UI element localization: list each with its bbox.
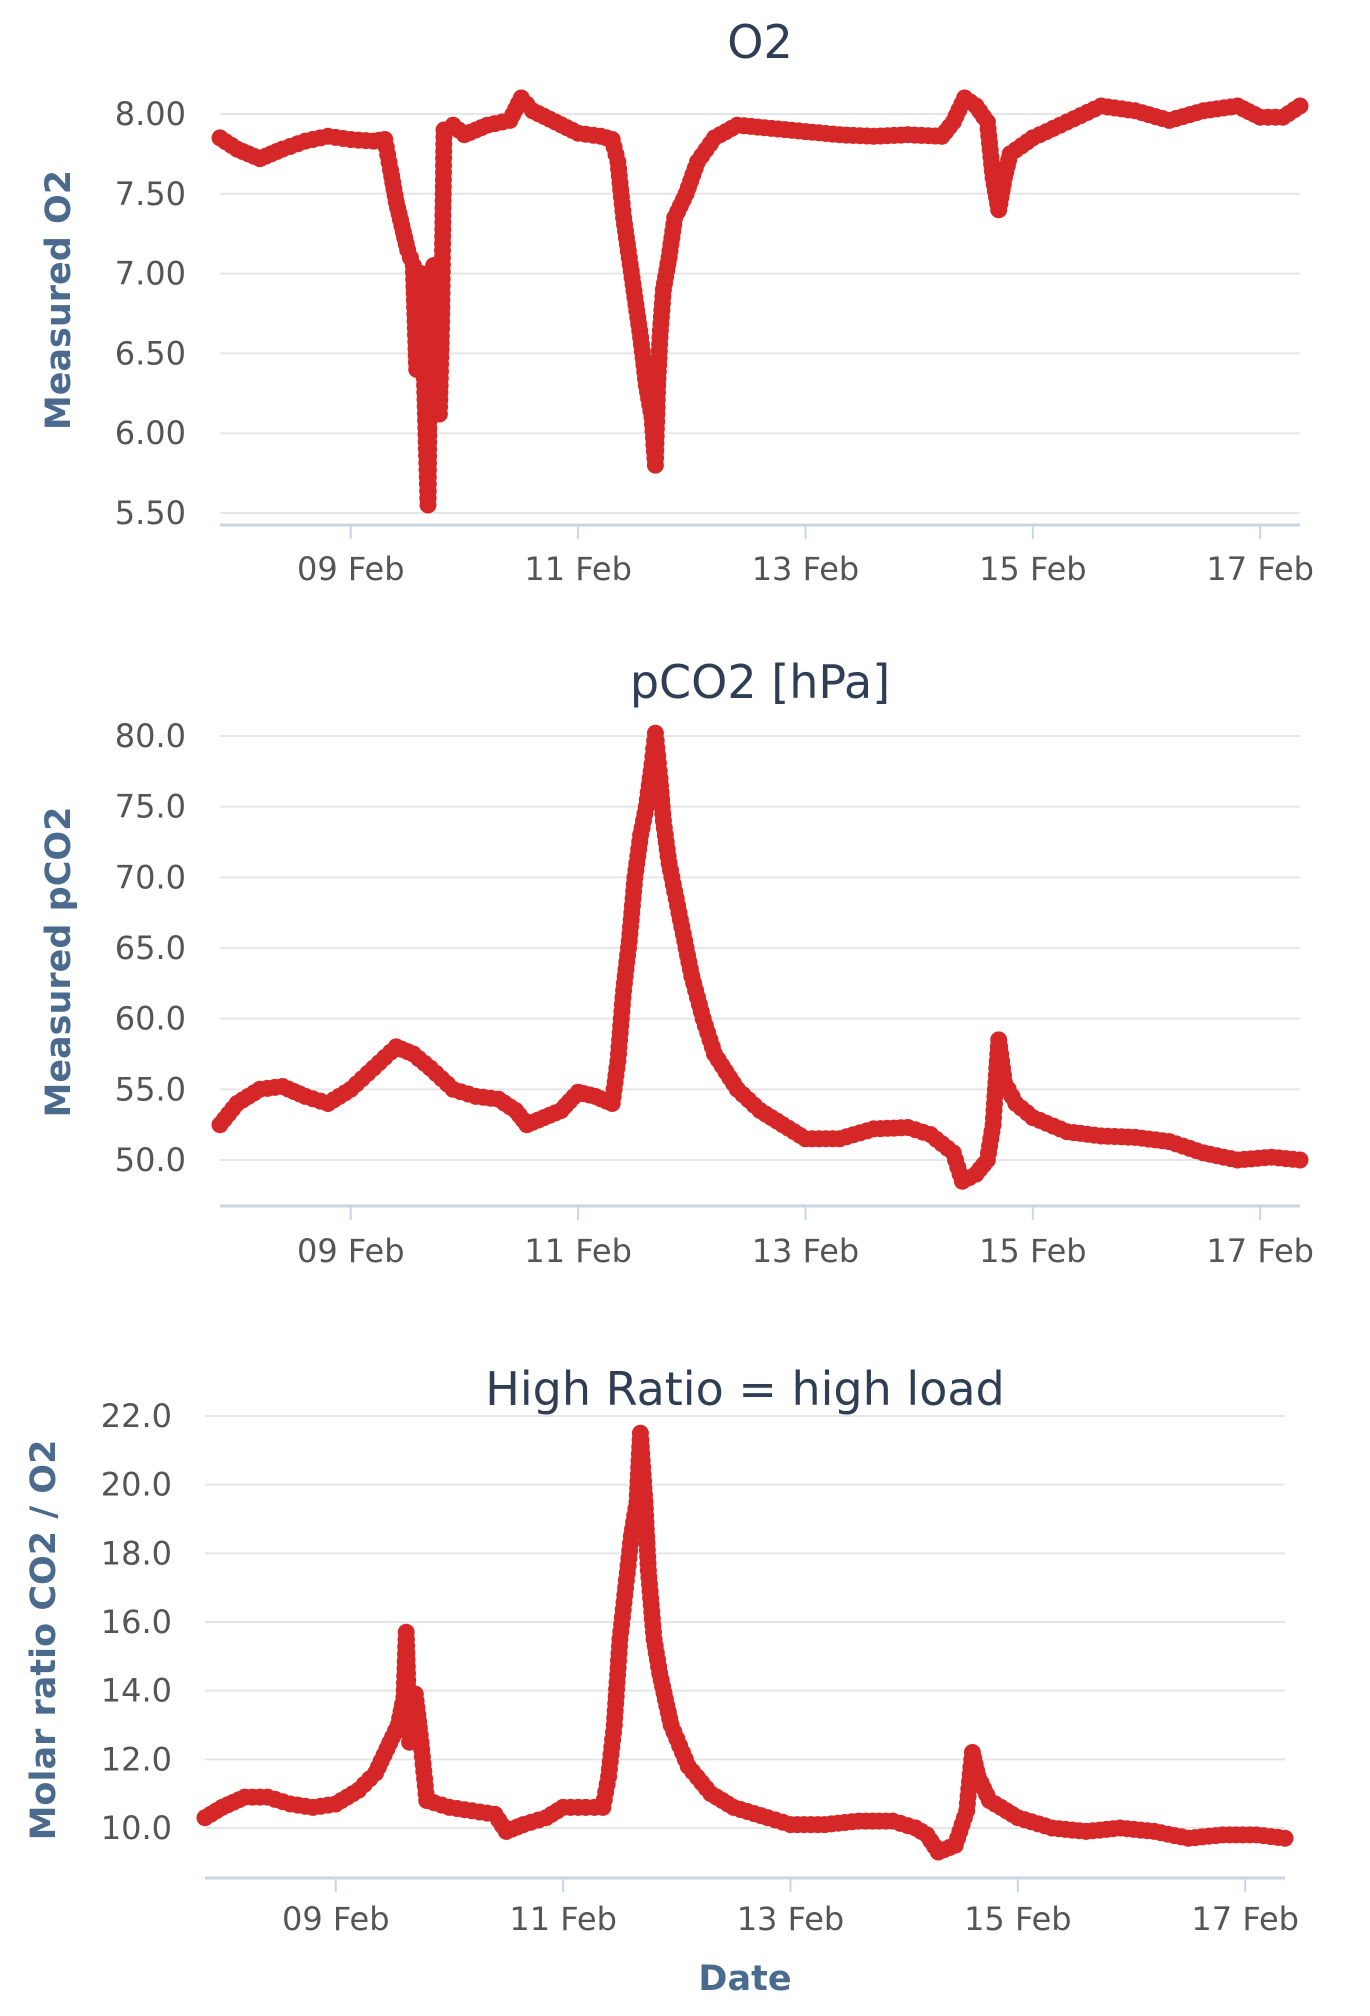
pco2-data-point bbox=[1291, 1151, 1309, 1169]
ratio-x-tick-label: 11 Feb bbox=[509, 1900, 617, 1938]
ratio-x-tick-label: 17 Feb bbox=[1191, 1900, 1299, 1938]
ratio-chart: High Ratio = high load Molar ratio CO2 /… bbox=[24, 1362, 1299, 1999]
o2-plot-area: 8.00 7.50 7.00 6.50 6.00 5.50 09 Feb 11 Feb 13 F… bbox=[115, 89, 1314, 588]
pco2-y-tick-label: 60.0 bbox=[115, 1000, 186, 1038]
ratio-plot-area: 22.0 20.0 18.0 16.0 14.0 12.0 10.0 09 Feb 11 Feb… bbox=[101, 1397, 1299, 1938]
o2-y-tick-label: 5.50 bbox=[115, 494, 186, 532]
o2-x-tick-label: 11 Feb bbox=[524, 550, 632, 588]
ratio-data-point bbox=[1276, 1829, 1294, 1847]
o2-data-point bbox=[1291, 97, 1309, 115]
o2-y-tick-label: 8.00 bbox=[115, 95, 186, 133]
o2-y-axis-label: Measured O2 bbox=[39, 170, 79, 430]
ratio-y-tick-label: 22.0 bbox=[101, 1397, 172, 1435]
o2-y-tick-label: 6.50 bbox=[115, 334, 186, 372]
pco2-y-tick-label: 80.0 bbox=[115, 717, 186, 755]
pco2-x-tick-label: 13 Feb bbox=[752, 1232, 860, 1270]
ratio-y-tick-label: 12.0 bbox=[101, 1740, 172, 1778]
pco2-x-tick-label: 11 Feb bbox=[524, 1232, 632, 1270]
pco2-x-tick-label: 09 Feb bbox=[297, 1232, 405, 1270]
pco2-y-tick-label: 55.0 bbox=[115, 1070, 186, 1108]
o2-y-tick-label: 6.00 bbox=[115, 414, 186, 452]
ratio-y-tick-label: 16.0 bbox=[101, 1603, 172, 1641]
ratio-y-tick-label: 10.0 bbox=[101, 1809, 172, 1847]
ratio-y-axis-label: Molar ratio CO2 / O2 bbox=[24, 1440, 64, 1841]
pco2-y-tick-label: 70.0 bbox=[115, 858, 186, 896]
ratio-x-axis-label: Date bbox=[698, 1959, 791, 1999]
o2-chart: O2 Measured O2 8.00 7.50 7.00 6.50 6.00 5.50 0… bbox=[39, 15, 1314, 588]
pco2-y-tick-label: 50.0 bbox=[115, 1141, 186, 1179]
ratio-x-tick-label: 09 Feb bbox=[282, 1900, 390, 1938]
o2-y-tick-label: 7.50 bbox=[115, 175, 186, 213]
o2-x-tick-label: 09 Feb bbox=[297, 550, 405, 588]
ratio-x-tick-label: 15 Feb bbox=[964, 1900, 1072, 1938]
o2-x-tick-label: 15 Feb bbox=[979, 550, 1087, 588]
pco2-plot-area: 80.0 75.0 70.0 65.0 60.0 55.0 50.0 09 Feb 11 Feb… bbox=[115, 717, 1314, 1270]
pco2-y-axis-label: Measured pCO2 bbox=[39, 806, 79, 1117]
pco2-y-tick-label: 65.0 bbox=[115, 929, 186, 967]
ratio-y-tick-label: 14.0 bbox=[101, 1672, 172, 1710]
o2-x-tick-label: 17 Feb bbox=[1206, 550, 1314, 588]
o2-x-tick-label: 13 Feb bbox=[752, 550, 860, 588]
pco2-y-tick-label: 75.0 bbox=[115, 788, 186, 826]
ratio-chart-title: High Ratio = high load bbox=[485, 1362, 1004, 1416]
ratio-x-tick-label: 13 Feb bbox=[737, 1900, 845, 1938]
ratio-y-tick-label: 18.0 bbox=[101, 1534, 172, 1572]
pco2-chart-title: pCO2 [hPa] bbox=[630, 655, 890, 709]
o2-y-tick-label: 7.00 bbox=[115, 255, 186, 293]
ratio-y-tick-label: 20.0 bbox=[101, 1466, 172, 1504]
pco2-chart: pCO2 [hPa] Measured pCO2 80.0 75.0 70.0 65.… bbox=[39, 655, 1314, 1270]
o2-chart-title: O2 bbox=[727, 15, 792, 69]
pco2-x-tick-label: 17 Feb bbox=[1206, 1232, 1314, 1270]
pco2-x-tick-label: 15 Feb bbox=[979, 1232, 1087, 1270]
